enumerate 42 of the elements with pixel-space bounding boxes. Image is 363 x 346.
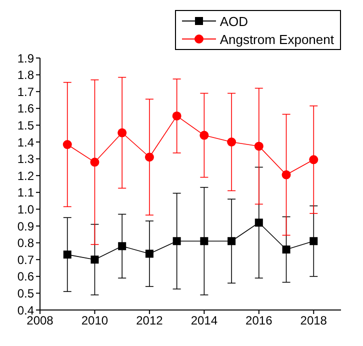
point <box>62 140 72 150</box>
point <box>254 142 264 151</box>
point <box>90 158 100 167</box>
point <box>145 250 154 258</box>
y-tick-label: 1.2 <box>17 168 34 183</box>
y-tick-label: 0.9 <box>17 219 34 234</box>
y-tick-label: 1.7 <box>17 84 34 99</box>
point <box>90 256 99 264</box>
y-tick-label: 1.1 <box>17 186 34 200</box>
point <box>63 250 72 259</box>
point <box>144 152 154 162</box>
point <box>118 242 126 250</box>
point <box>282 170 291 180</box>
y-tick-label: 1.9 <box>17 51 34 66</box>
y-tick-label: 0.5 <box>17 286 34 300</box>
x-tick-label: 2012 <box>136 314 164 328</box>
point <box>200 237 208 246</box>
y-tick-label: 0.6 <box>17 270 34 284</box>
y-tick-label: 1.6 <box>17 102 34 116</box>
point <box>282 246 290 254</box>
y-tick-label: 0.8 <box>17 236 34 250</box>
y-tick-label: 1.8 <box>17 68 34 82</box>
x-tick-label: 2018 <box>300 314 328 328</box>
point <box>172 237 181 246</box>
point <box>200 130 209 140</box>
point <box>118 128 127 138</box>
legend-label: Angstrom Exponent <box>220 32 334 46</box>
point <box>254 218 263 227</box>
point <box>309 155 318 164</box>
y-tick-label: 1.4 <box>17 135 34 150</box>
y-tick-label: 1.0 <box>17 202 34 216</box>
point <box>228 237 236 246</box>
point <box>172 111 182 120</box>
y-tick-label: 1.3 <box>17 152 34 166</box>
legend-label: AOD <box>220 14 248 28</box>
point <box>310 237 318 246</box>
y-tick-label: 1.5 <box>17 118 34 132</box>
y-tick-label: 0.7 <box>17 252 34 267</box>
x-tick-label: 2010 <box>81 314 108 328</box>
x-tick-label: 2016 <box>246 314 273 328</box>
x-tick-label: 2014 <box>190 314 218 328</box>
point <box>227 138 236 146</box>
